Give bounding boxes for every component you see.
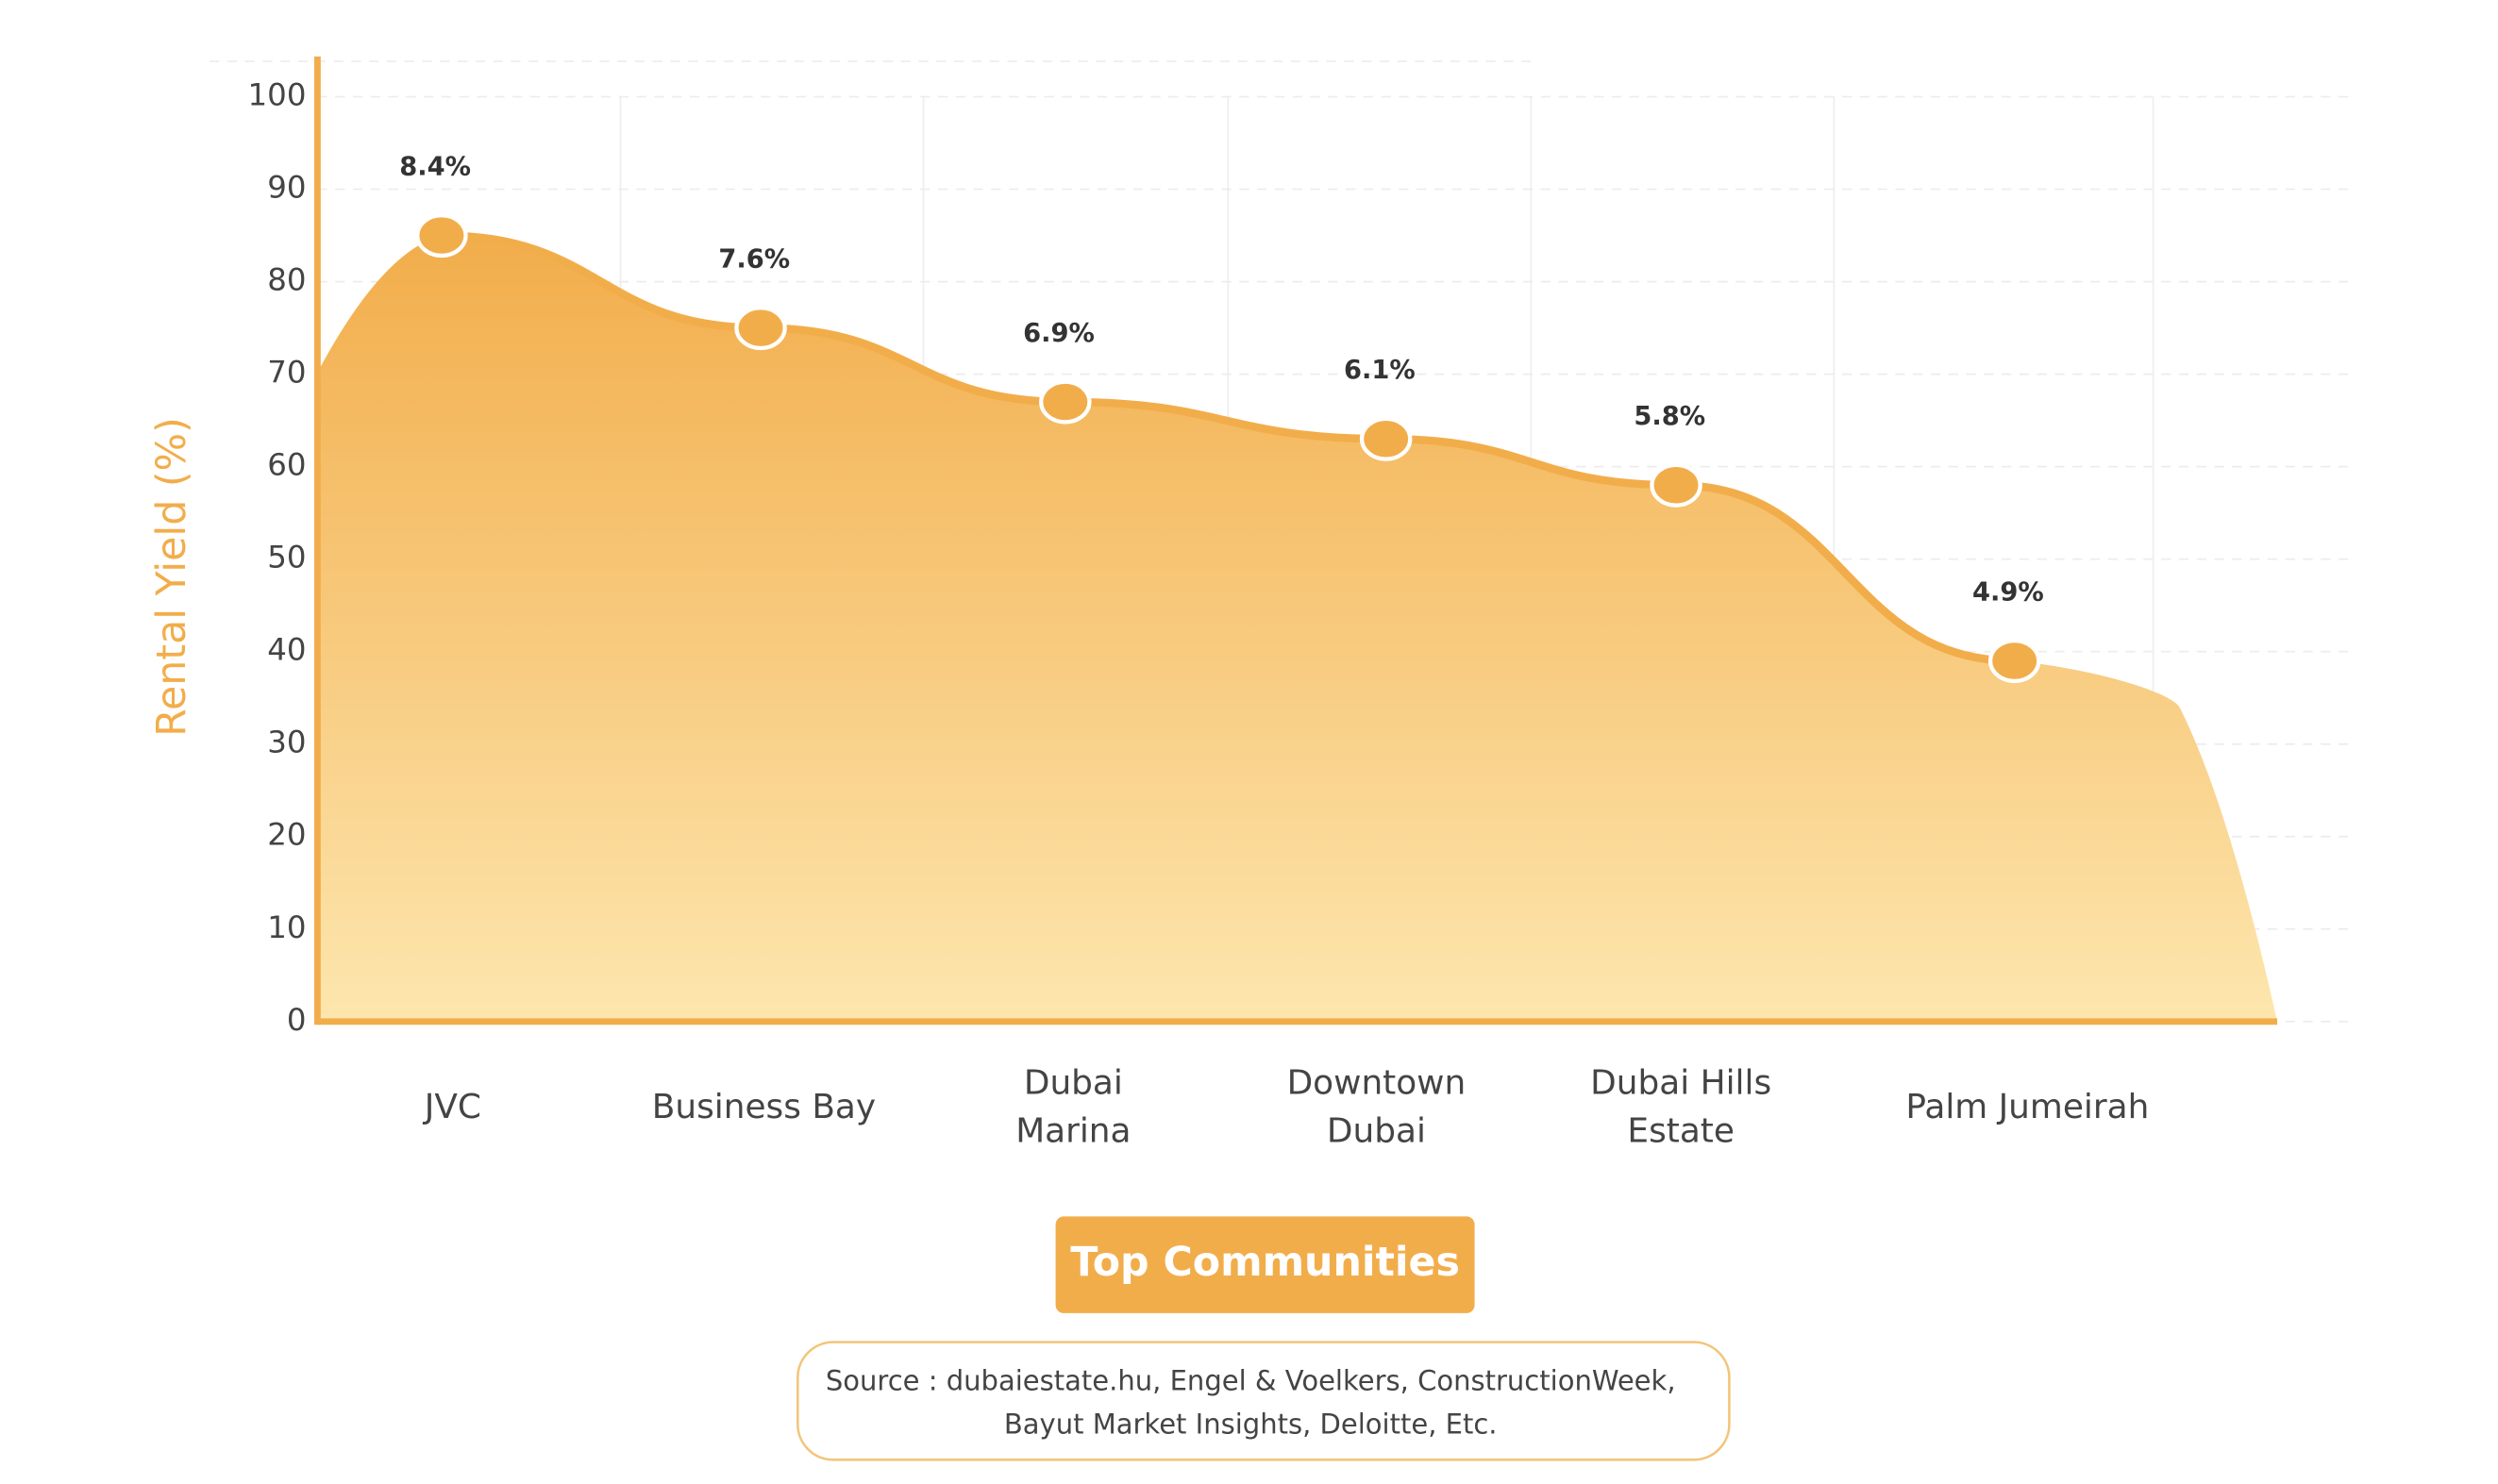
x-axis-title-box — [1055, 1216, 1475, 1313]
y-tick-label: 10 — [267, 909, 306, 945]
point — [1650, 462, 1702, 508]
point — [415, 213, 468, 258]
x-tick-label: JVC — [423, 1088, 481, 1126]
x-tick-label: Dubai Hills — [1590, 1063, 1771, 1102]
value-annotation: 5.8% — [1634, 402, 1705, 431]
point — [1987, 639, 2041, 683]
source-box — [796, 1341, 1731, 1461]
y-tick-label: 100 — [248, 77, 307, 113]
y-tick-label: 80 — [267, 262, 306, 298]
line — [437, 231, 2019, 665]
value-annotation: 4.9% — [1972, 577, 2044, 607]
x-tick-label: Palm Jumeirah — [1905, 1088, 2149, 1126]
labels: 0 10 20 30 40 50 60 70 80 90 100 8.4% 7.6% 6.9% 6.1% 5.… — [248, 77, 2150, 1151]
point — [1359, 416, 1413, 461]
point — [1039, 379, 1092, 425]
x-tick-label: Dubai — [1024, 1063, 1123, 1102]
value-annotation: 6.1% — [1344, 356, 1416, 385]
plot — [314, 56, 2278, 1025]
y-tick-label: 90 — [267, 170, 306, 206]
x-axis-title: Top Communities — [1070, 1239, 1460, 1286]
value-annotation: 6.9% — [1023, 319, 1095, 348]
source-line: Bayut Market Insights, Deloitte, Etc. — [1004, 1408, 1498, 1440]
y-tick-label: 60 — [267, 447, 306, 483]
y-tick-label: 40 — [267, 632, 306, 668]
value-annotation: 7.6% — [718, 244, 790, 274]
x-tick-label: Downtown — [1287, 1063, 1467, 1102]
y-tick-label: 0 — [287, 1002, 307, 1038]
y-tick-label: 50 — [267, 540, 306, 575]
x-tick-label: Estate — [1627, 1112, 1734, 1151]
area — [317, 235, 2278, 1022]
y-tick-label: 70 — [267, 355, 306, 391]
point — [734, 306, 787, 351]
y-tick-label: 30 — [267, 725, 306, 760]
value-annotation: 8.4% — [399, 152, 471, 181]
x-tick-label: Business Bay — [652, 1088, 876, 1126]
y-axis-title: Rental Yield (%) — [148, 417, 195, 736]
y-tick-label: 20 — [267, 817, 306, 853]
source-line: Source : dubaiestate.hu, Engel & Voelker… — [826, 1364, 1676, 1396]
x-tick-label: Marina — [1015, 1112, 1131, 1151]
x-tick-label: Dubai — [1327, 1112, 1426, 1151]
